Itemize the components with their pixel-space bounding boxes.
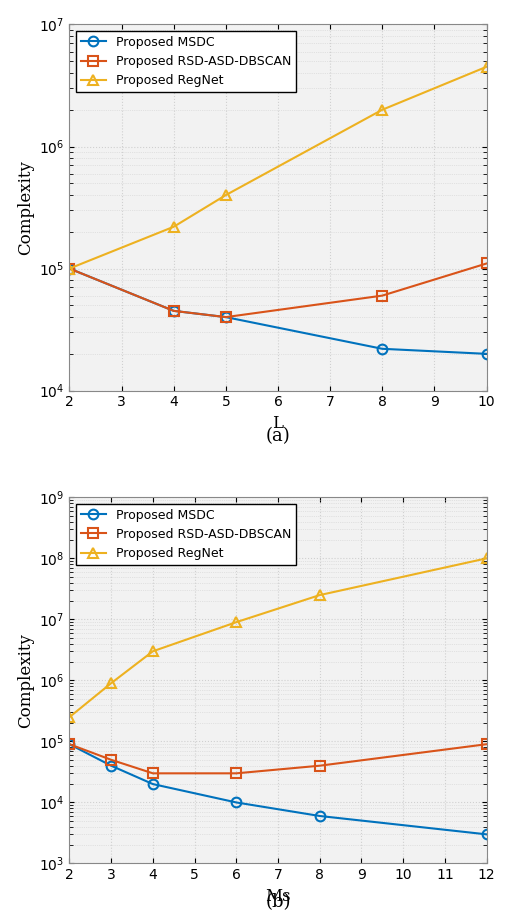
Proposed RSD-ASD-DBSCAN bbox=[67, 738, 73, 749]
Text: (b): (b) bbox=[265, 893, 291, 911]
Proposed RSD-ASD-DBSCAN bbox=[150, 768, 156, 779]
Proposed RegNet bbox=[483, 61, 489, 72]
Text: (a): (a) bbox=[266, 427, 290, 445]
Proposed RegNet bbox=[67, 263, 73, 274]
Proposed MSDC bbox=[233, 796, 239, 808]
Proposed RSD-ASD-DBSCAN bbox=[379, 290, 386, 301]
Proposed RSD-ASD-DBSCAN bbox=[170, 305, 177, 316]
Proposed RegNet bbox=[170, 221, 177, 232]
Proposed RegNet bbox=[483, 553, 489, 564]
Line: Proposed RSD-ASD-DBSCAN: Proposed RSD-ASD-DBSCAN bbox=[65, 259, 492, 322]
Proposed RSD-ASD-DBSCAN bbox=[316, 760, 323, 772]
Line: Proposed RegNet: Proposed RegNet bbox=[65, 62, 492, 274]
Legend: Proposed MSDC, Proposed RSD-ASD-DBSCAN, Proposed RegNet: Proposed MSDC, Proposed RSD-ASD-DBSCAN, … bbox=[76, 504, 296, 565]
Proposed RegNet bbox=[316, 590, 323, 601]
Proposed RSD-ASD-DBSCAN bbox=[67, 263, 73, 274]
Proposed MSDC bbox=[483, 348, 489, 359]
Proposed RSD-ASD-DBSCAN bbox=[233, 768, 239, 779]
Proposed RegNet bbox=[108, 677, 114, 688]
Proposed RSD-ASD-DBSCAN bbox=[223, 311, 229, 322]
Proposed RegNet bbox=[150, 646, 156, 657]
Proposed RSD-ASD-DBSCAN bbox=[108, 754, 114, 765]
Line: Proposed RegNet: Proposed RegNet bbox=[65, 553, 492, 722]
Line: Proposed RSD-ASD-DBSCAN: Proposed RSD-ASD-DBSCAN bbox=[65, 739, 492, 778]
Proposed RSD-ASD-DBSCAN bbox=[483, 258, 489, 269]
Line: Proposed MSDC: Proposed MSDC bbox=[65, 263, 492, 359]
Proposed MSDC bbox=[108, 760, 114, 772]
Proposed RegNet bbox=[223, 189, 229, 201]
X-axis label: Ms: Ms bbox=[265, 888, 291, 905]
Proposed RegNet bbox=[379, 104, 386, 116]
Proposed MSDC bbox=[67, 738, 73, 749]
Y-axis label: Complexity: Complexity bbox=[17, 160, 34, 255]
Proposed MSDC bbox=[316, 810, 323, 821]
Proposed MSDC bbox=[483, 829, 489, 840]
Line: Proposed MSDC: Proposed MSDC bbox=[65, 739, 492, 839]
Proposed MSDC bbox=[170, 305, 177, 316]
Y-axis label: Complexity: Complexity bbox=[17, 633, 34, 728]
Proposed MSDC bbox=[150, 779, 156, 790]
Proposed MSDC bbox=[379, 343, 386, 354]
Proposed RegNet bbox=[67, 711, 73, 723]
Legend: Proposed MSDC, Proposed RSD-ASD-DBSCAN, Proposed RegNet: Proposed MSDC, Proposed RSD-ASD-DBSCAN, … bbox=[76, 30, 296, 92]
Proposed MSDC bbox=[67, 263, 73, 274]
Proposed RegNet bbox=[233, 616, 239, 627]
Proposed RSD-ASD-DBSCAN bbox=[483, 738, 489, 749]
X-axis label: L: L bbox=[272, 415, 284, 432]
Proposed MSDC bbox=[223, 311, 229, 322]
